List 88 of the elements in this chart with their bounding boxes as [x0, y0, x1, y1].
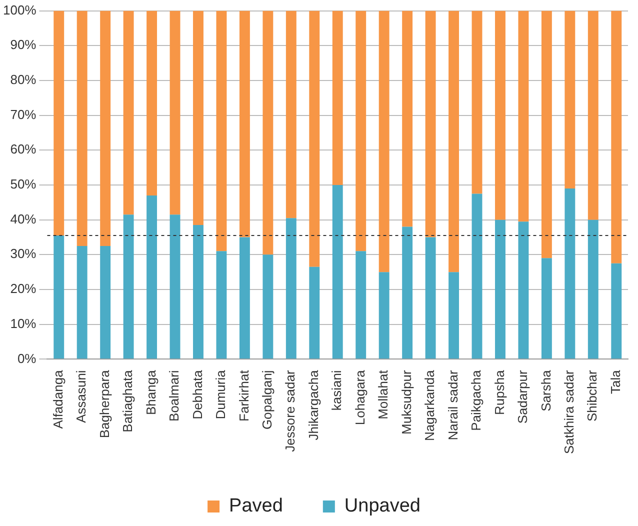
bar [495, 10, 506, 220]
bar [402, 226, 413, 359]
y-tick-label: 80% [10, 72, 37, 88]
y-tick-label: 20% [10, 281, 37, 296]
bar [564, 10, 576, 188]
x-tick-label: Sadarpur [515, 370, 530, 424]
y-tick-label: 40% [10, 211, 37, 226]
bar [216, 10, 227, 252]
bar [332, 10, 343, 185]
x-tick-label: Jessore sadar [282, 370, 298, 452]
bar [472, 10, 482, 194]
bar [541, 10, 552, 258]
bar [193, 10, 204, 226]
y-tick-label: 0% [17, 350, 37, 366]
bar [425, 237, 436, 359]
x-tick-label: Muksudpur [398, 370, 414, 434]
bar [518, 10, 529, 222]
y-tick-label: 70% [10, 106, 37, 122]
y-tick-label: 10% [10, 316, 37, 331]
bar [123, 214, 134, 359]
bar [146, 195, 158, 359]
bar [425, 10, 436, 238]
x-tick-label: Bhanga [143, 369, 158, 416]
bar [193, 225, 204, 359]
y-tick-label: 50% [10, 176, 37, 192]
bar [564, 188, 576, 359]
x-tick-label: Alfadanga [50, 369, 66, 429]
bar [76, 10, 88, 246]
legend-label: Unpaved [344, 496, 420, 517]
bar [239, 237, 250, 359]
bar [100, 246, 111, 359]
bar [495, 220, 506, 359]
bar [402, 10, 413, 227]
x-tick-label: Bagherpara [96, 369, 112, 438]
bar [286, 218, 296, 359]
bar [216, 251, 227, 359]
x-tick-label: Debhata [190, 369, 205, 420]
y-tick-label: 30% [10, 246, 37, 262]
x-tick-label: Paikgacha [468, 369, 484, 431]
bar [309, 10, 320, 267]
bar [472, 194, 482, 359]
x-tick-label: Assasuni [74, 370, 89, 423]
bar [262, 254, 274, 359]
x-tick-label: Sarsha [538, 369, 554, 412]
legend-label: Paved [229, 496, 283, 517]
bar [170, 10, 180, 215]
x-tick-label: Rupsha [492, 369, 507, 415]
y-tick-label: 90% [10, 37, 37, 52]
bar [309, 266, 320, 359]
x-tick-label: Satkhira sadar [562, 370, 577, 454]
bar [146, 10, 158, 196]
x-tick-label: Dumuria [213, 369, 228, 420]
y-tick-label: 60% [10, 142, 37, 157]
x-tick-label: Jhikargacha [306, 369, 321, 440]
bar [378, 10, 390, 272]
bar [262, 10, 274, 255]
bar [448, 10, 459, 272]
bar [356, 10, 366, 252]
x-tick-label: Tala [608, 369, 623, 394]
bar [332, 184, 343, 359]
x-tick-label: Lohagara [352, 369, 368, 426]
x-tick-label: Narail sadar [445, 370, 460, 440]
x-tick-label: Gopalganj [260, 370, 275, 430]
bar [54, 236, 64, 359]
bar [378, 272, 390, 359]
bar [170, 214, 180, 359]
bar [588, 220, 598, 359]
bar [76, 246, 88, 359]
bar [588, 10, 598, 220]
bar [100, 10, 111, 246]
x-tick-label: Nagarkanda [422, 369, 438, 442]
x-tick-label: kasiani [329, 370, 344, 411]
y-tick-label: 100% [3, 2, 37, 18]
x-tick-label: Batiaghata [120, 369, 136, 432]
bar [611, 10, 622, 264]
bar [123, 10, 134, 215]
bar [611, 263, 622, 359]
bar [518, 222, 529, 359]
x-tick-label: Mollahat [376, 370, 391, 420]
x-tick-label: Boalmari [166, 370, 182, 422]
x-tick-label: Shibchar [584, 370, 600, 422]
bar [448, 272, 459, 359]
bar [286, 10, 296, 218]
bar [239, 10, 250, 238]
bar [54, 10, 64, 236]
x-tick-label: Farkirhat [236, 370, 252, 422]
bar [541, 258, 552, 359]
bar [356, 251, 366, 359]
